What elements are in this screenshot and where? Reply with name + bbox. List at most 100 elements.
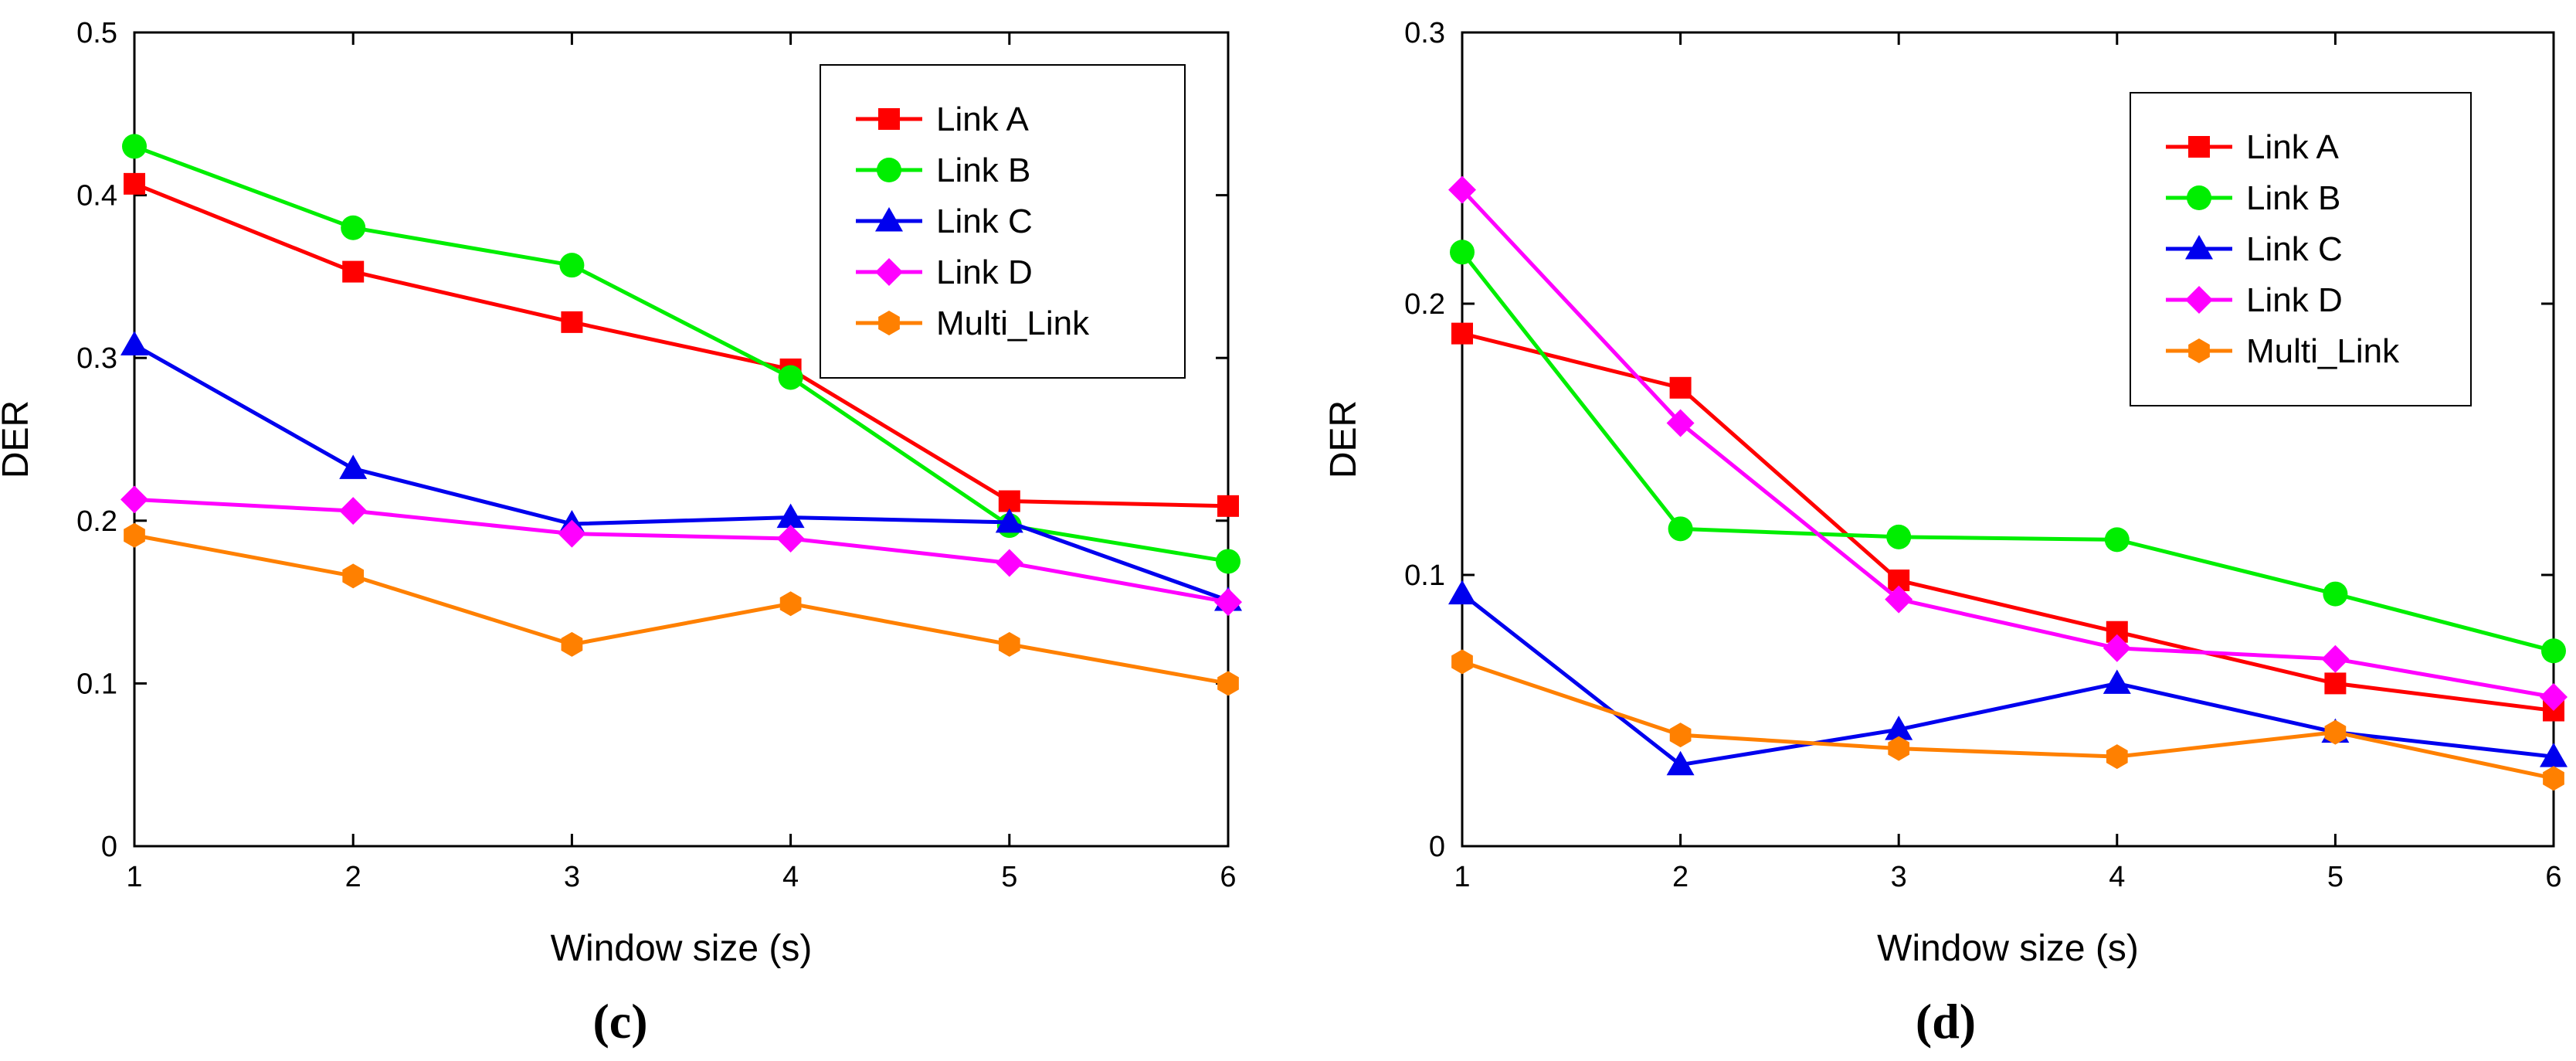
- legend: Link A Link B Link C Link D Multi_Link: [2130, 92, 2472, 406]
- legend-label-multi-link: Multi_Link: [936, 304, 1090, 342]
- data-point-link-d: [1885, 585, 1913, 614]
- data-point-link-b: [2104, 527, 2130, 553]
- x-tick-label: 4: [2109, 861, 2125, 893]
- data-point-multi-link: [1451, 649, 1473, 675]
- data-point-link-d: [558, 519, 586, 548]
- y-tick-label: 0.4: [76, 180, 117, 213]
- data-point-link-b: [2541, 638, 2566, 664]
- legend-label-link-c: Link C: [2246, 230, 2343, 268]
- legend: Link A Link B Link C Link D Multi_Link: [820, 64, 1186, 379]
- y-tick-label: 0.1: [1404, 559, 1445, 592]
- data-point-link-d: [1214, 588, 1242, 617]
- data-point-link-c: [776, 503, 805, 529]
- data-point-link-c: [339, 454, 368, 479]
- data-point-link-b: [1450, 240, 1475, 265]
- x-tick-label: 1: [1454, 861, 1470, 893]
- series-link-c: [1448, 580, 2568, 776]
- series-line-link-c: [1461, 592, 2554, 767]
- legend-label-link-c: Link C: [936, 202, 1033, 240]
- x-tick-label: 6: [2545, 861, 2561, 893]
- legend-marker-link-d: [2185, 286, 2213, 314]
- data-point-link-a: [1669, 376, 1692, 399]
- data-point-multi-link: [2106, 744, 2128, 770]
- legend-marker-link-c: [875, 207, 903, 232]
- x-tick-label: 4: [782, 861, 799, 893]
- data-point-multi-link: [2324, 719, 2347, 745]
- data-point-link-c: [995, 508, 1023, 533]
- data-point-multi-link: [1217, 671, 1239, 696]
- data-point-link-a: [342, 260, 365, 283]
- x-tick-label: 5: [2327, 861, 2344, 893]
- x-tick-label: 6: [1220, 861, 1236, 893]
- y-axis-label: DER: [0, 400, 36, 478]
- data-point-link-b: [1216, 549, 1240, 574]
- y-tick-label: 0.3: [76, 342, 117, 375]
- series-multi-link: [124, 522, 1239, 696]
- panel-label: (c): [592, 994, 647, 1049]
- data-point-multi-link: [2543, 766, 2564, 791]
- panel-label: (d): [1916, 994, 1976, 1049]
- data-point-multi-link: [1669, 723, 1692, 748]
- series-line-link-d: [1461, 188, 2554, 699]
- data-point-link-c: [2540, 743, 2568, 767]
- series-line-link-b: [1461, 250, 2554, 653]
- data-point-link-d: [2103, 634, 2131, 662]
- data-point-link-c: [1448, 580, 1476, 605]
- legend-marker-multi-link: [2188, 338, 2210, 363]
- legend-marker-link-a: [2188, 136, 2210, 158]
- data-point-link-a: [1451, 322, 1473, 345]
- legend-marker-link-b: [2187, 185, 2211, 210]
- data-point-link-b: [2323, 581, 2348, 607]
- legend-marker-link-d: [875, 258, 903, 286]
- data-point-link-d: [995, 549, 1023, 577]
- y-tick-label: 0.5: [76, 17, 117, 49]
- series-line-multi-link: [134, 533, 1229, 685]
- legend-marker-multi-link: [878, 311, 900, 335]
- legend-label-multi-link: Multi_Link: [2246, 332, 2400, 370]
- series-line-link-d: [134, 497, 1229, 604]
- y-tick-label: 0: [101, 831, 117, 863]
- chart-panel-d: 1 2 3 4 5 6 0 0.1 0.2 0.3 Window size (s) DER (d) Lin…: [1323, 17, 2568, 1049]
- data-point-link-d: [1448, 175, 1476, 204]
- data-point-link-d: [2321, 644, 2350, 673]
- series-line-link-a: [134, 182, 1229, 508]
- legend-marker-link-a: [878, 108, 900, 130]
- y-tick-label: 0.2: [1404, 288, 1445, 321]
- data-point-multi-link: [1888, 736, 1910, 761]
- data-point-multi-link: [998, 631, 1020, 657]
- data-point-link-d: [2540, 682, 2568, 711]
- data-point-link-b: [1886, 524, 1912, 549]
- x-tick-label: 2: [1672, 861, 1688, 893]
- x-tick-label: 2: [345, 861, 361, 893]
- series-link-d: [1448, 175, 2568, 711]
- data-point-link-a: [1217, 495, 1239, 517]
- x-tick-label: 3: [564, 861, 580, 893]
- data-point-link-d: [1666, 409, 1695, 437]
- data-point-link-c: [120, 331, 148, 355]
- series-line-link-b: [134, 145, 1229, 563]
- data-point-link-a: [124, 172, 145, 195]
- y-tick-label: 0.2: [76, 505, 117, 538]
- data-point-link-d: [120, 485, 148, 514]
- y-tick-label: 0: [1429, 831, 1445, 863]
- series-line-link-a: [1461, 332, 2554, 712]
- data-point-multi-link: [124, 522, 145, 548]
- legend-label-link-a: Link A: [936, 100, 1030, 138]
- data-point-link-c: [1666, 750, 1695, 776]
- chart-panel-c: 1 2 3 4 5 6 0 0.1 0.2 0.3 0.4 0.5 Window size (s) DER…: [0, 17, 1242, 1049]
- data-point-multi-link: [342, 563, 365, 589]
- y-axis-label: DER: [1323, 400, 1364, 478]
- data-point-multi-link: [779, 591, 802, 617]
- legend-label-link-b: Link B: [936, 151, 1030, 189]
- plot-frame: [1461, 31, 2555, 848]
- data-point-link-a: [2324, 672, 2347, 695]
- plot-frame: [133, 31, 1230, 848]
- x-axis-label: Window size (s): [1877, 928, 2139, 969]
- data-point-link-b: [778, 365, 803, 390]
- series-link-d: [120, 485, 1242, 617]
- legend-label-link-d: Link D: [936, 253, 1033, 291]
- data-point-link-b: [341, 215, 366, 240]
- x-tick-label: 5: [1001, 861, 1017, 893]
- x-tick-label: 1: [126, 861, 142, 893]
